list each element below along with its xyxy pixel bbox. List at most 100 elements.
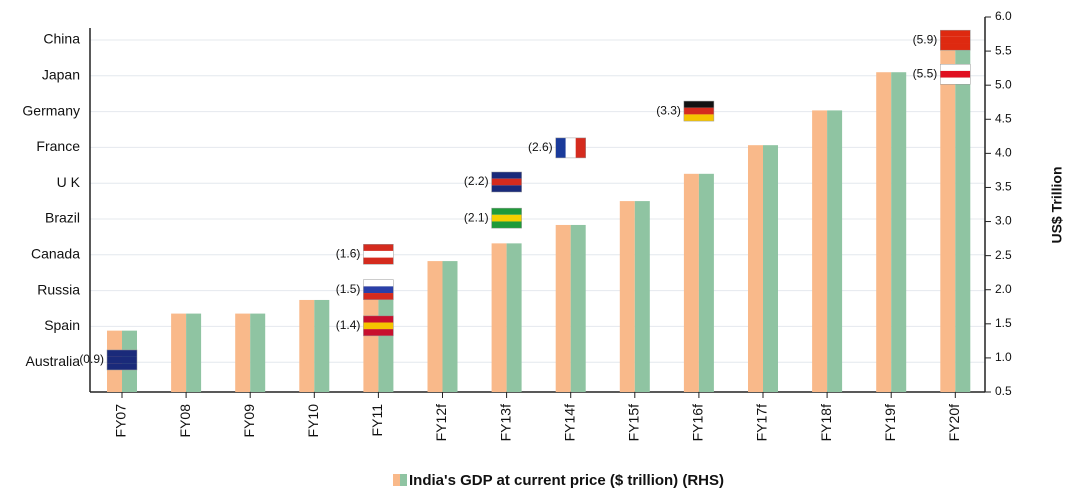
y2-tick-label: 3.0: [995, 214, 1012, 228]
x-tick-label: FY19f: [882, 404, 898, 441]
y2-tick-label: 1.5: [995, 316, 1012, 330]
y2-tick-label: 4.0: [995, 146, 1012, 160]
flag-border: [363, 315, 394, 337]
annotation: (1.6): [336, 246, 361, 260]
annotation: (1.4): [336, 318, 361, 332]
flag-stripe: [363, 329, 394, 336]
y2-tick-label: 4.5: [995, 111, 1012, 125]
flag-stripe: [683, 114, 714, 122]
x-tick-label: FY13f: [497, 404, 513, 441]
left-label: Australia: [26, 353, 81, 369]
x-tick-label: FY17f: [754, 404, 770, 441]
y2-tick-label: 3.5: [995, 180, 1012, 194]
bar-left: [491, 243, 507, 392]
bar-right: [314, 299, 330, 392]
flag-border: [363, 279, 394, 300]
bar-right: [378, 282, 394, 392]
bar-right: [570, 224, 586, 392]
bar-right: [763, 145, 778, 392]
y2-tick-label: 1.0: [995, 350, 1012, 364]
bar-left: [748, 145, 763, 392]
x-tick-label: FY11: [369, 404, 385, 437]
bar-right: [891, 72, 907, 393]
flag-stripe: [363, 286, 394, 294]
x-tick-label: FY20f: [946, 404, 962, 441]
x-tick-label: FY08: [177, 404, 193, 438]
annotation: (0.9): [79, 352, 104, 366]
left-label: China: [43, 31, 80, 47]
y2-axis-label: US$ Trillion: [1049, 166, 1065, 243]
flag-stripe: [940, 36, 971, 44]
left-label: Germany: [22, 102, 80, 118]
bar-right: [442, 261, 458, 392]
flag-stripe: [565, 137, 576, 158]
x-tick-label: FY16f: [690, 404, 706, 441]
annotation: (5.9): [913, 32, 938, 46]
annotation: (2.1): [464, 210, 489, 224]
bar-right: [698, 173, 714, 392]
flag-stripe: [555, 137, 566, 158]
left-label: Japan: [42, 67, 80, 83]
bar-left: [427, 261, 443, 392]
bar-right: [827, 110, 843, 392]
flag-stripe: [363, 279, 394, 287]
bar-left: [940, 44, 956, 392]
flag-stripe: [683, 101, 714, 108]
bar-right: [186, 313, 202, 392]
flag-stripe: [940, 43, 971, 51]
flag-stripe: [363, 315, 394, 323]
left-label: Canada: [31, 246, 80, 262]
bar-right: [634, 201, 650, 392]
bar-right: [506, 243, 522, 392]
bar-left: [363, 282, 379, 392]
flag-stripe: [491, 214, 522, 222]
flag-stripe: [491, 185, 522, 192]
flag-stripe: [363, 250, 394, 258]
left-label: Spain: [44, 317, 80, 333]
annotation: (1.5): [336, 282, 361, 296]
flag-stripe: [363, 257, 394, 265]
y2-tick-label: 2.0: [995, 282, 1012, 296]
bar-left: [235, 313, 251, 392]
annotation: (5.5): [913, 66, 938, 80]
bar-left: [171, 313, 187, 392]
y2-tick-label: 6.0: [995, 9, 1012, 23]
flag-stripe: [107, 349, 137, 357]
flag-border: [491, 171, 522, 193]
flag-stripe: [940, 77, 971, 85]
flag-stripe: [940, 70, 971, 78]
legend-label: India's GDP at current price ($ trillion…: [409, 472, 724, 489]
flag-stripe: [491, 178, 522, 186]
annotation: (2.6): [528, 140, 553, 154]
bar-left: [876, 72, 892, 393]
left-label: France: [36, 138, 80, 154]
flag-stripe: [575, 137, 586, 158]
flag-stripe: [940, 64, 971, 71]
left-label: Russia: [37, 281, 80, 297]
flag-stripe: [107, 363, 137, 370]
flag-border: [683, 100, 715, 122]
flag-border: [940, 29, 971, 51]
legend-swatch-left: [393, 474, 400, 486]
flag-stripe: [491, 221, 522, 229]
flag-stripe: [363, 244, 394, 251]
bar-right: [955, 44, 971, 392]
flag-stripe: [107, 356, 137, 364]
annotation: (3.3): [656, 103, 681, 117]
x-tick-label: FY10: [305, 404, 321, 438]
bar-left: [812, 110, 828, 392]
flag-stripe: [491, 208, 522, 215]
x-tick-label: FY18f: [818, 404, 834, 441]
x-tick-label: FY14f: [561, 404, 577, 441]
flag-border: [106, 349, 138, 371]
legend-swatch-right: [400, 474, 407, 486]
x-tick-label: FY15f: [626, 404, 642, 441]
y2-tick-label: 5.5: [995, 43, 1012, 57]
y2-tick-label: 0.5: [995, 384, 1012, 398]
flag-stripe: [491, 172, 522, 179]
x-tick-label: FY12f: [433, 404, 449, 441]
y2-tick-label: 2.5: [995, 248, 1012, 262]
flag-border: [363, 244, 394, 265]
flag-border: [555, 137, 586, 159]
